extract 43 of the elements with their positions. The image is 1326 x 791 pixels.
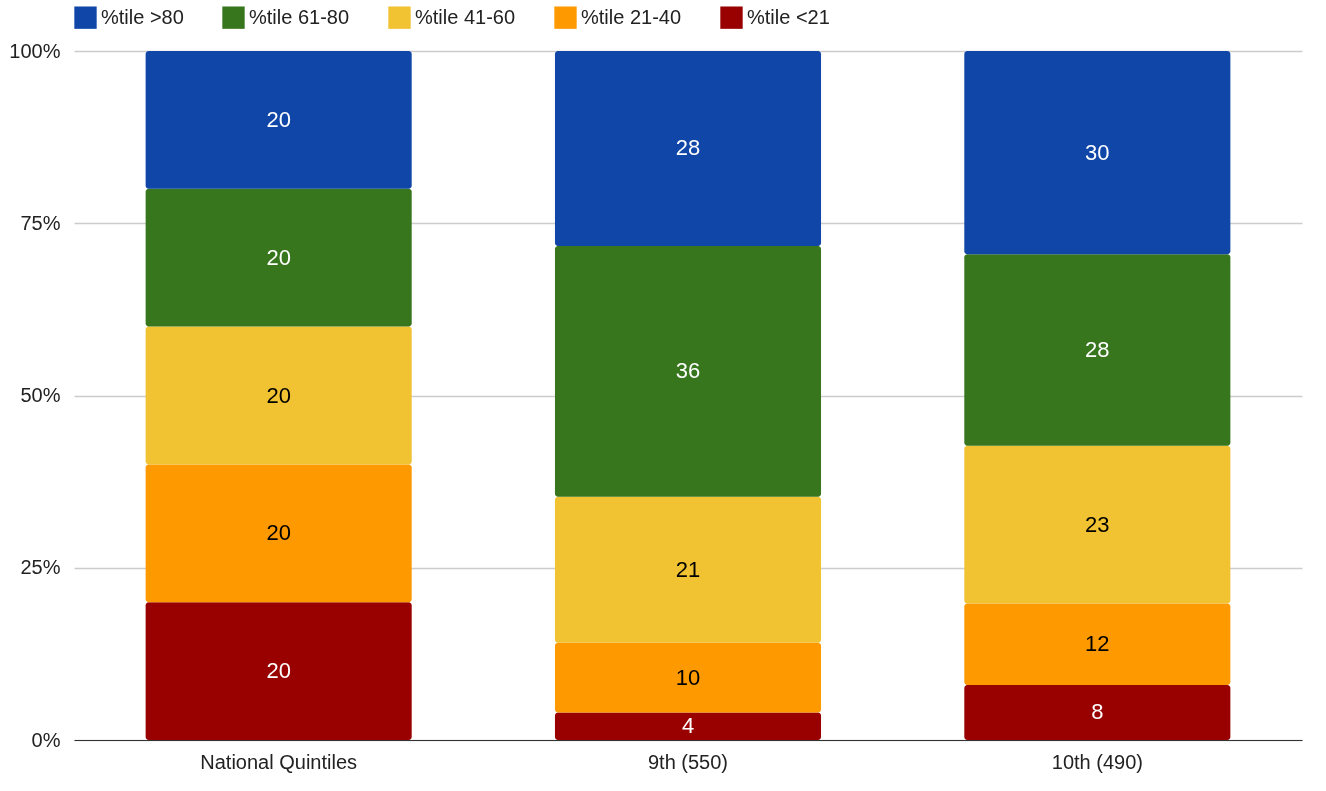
data-label: 4 [681,713,695,739]
data-label: 20 [266,244,291,270]
bar [554,642,822,713]
bar [145,51,412,189]
bar [964,684,1231,740]
y-tick-label: 50% [20,384,61,406]
legend-label: %tile <21 [747,5,830,28]
y-tick-label: 100% [9,39,61,62]
x-tick-label: 9th (550) [647,750,729,773]
data-label: 20 [266,658,291,684]
legend-label: %tile 61-80 [249,5,350,28]
y-tick-label: 75% [20,211,61,234]
bar [554,51,822,246]
bar [145,602,412,740]
data-label: 12 [1085,631,1110,657]
data-label: 30 [1085,139,1110,165]
y-tick-label: 0% [31,728,61,751]
data-label: 20 [266,520,291,546]
data-label: 10 [675,664,701,690]
data-label: 8 [1091,699,1104,725]
bar [964,254,1231,446]
data-label: 23 [1085,511,1110,537]
bar [964,603,1231,685]
bar [145,326,412,465]
x-tick-label: 10th (490) [1051,750,1143,773]
bar [554,245,822,497]
bar [554,712,822,740]
bar [964,445,1231,604]
legend-label: %tile >80 [101,5,184,28]
bar [964,51,1231,255]
data-label: 36 [675,358,701,384]
data-label: 21 [675,556,701,582]
x-tick-label: National Quintiles [200,750,358,773]
data-label: 28 [1085,337,1110,363]
bar [145,464,412,603]
data-label: 20 [266,106,291,132]
data-label: 28 [675,135,701,161]
legend-label: %tile 41-60 [415,5,516,28]
bar [145,188,412,327]
y-tick-label: 25% [20,556,61,579]
legend-label: %tile 21-40 [581,5,682,28]
bar [554,496,822,643]
data-label: 20 [266,382,291,408]
